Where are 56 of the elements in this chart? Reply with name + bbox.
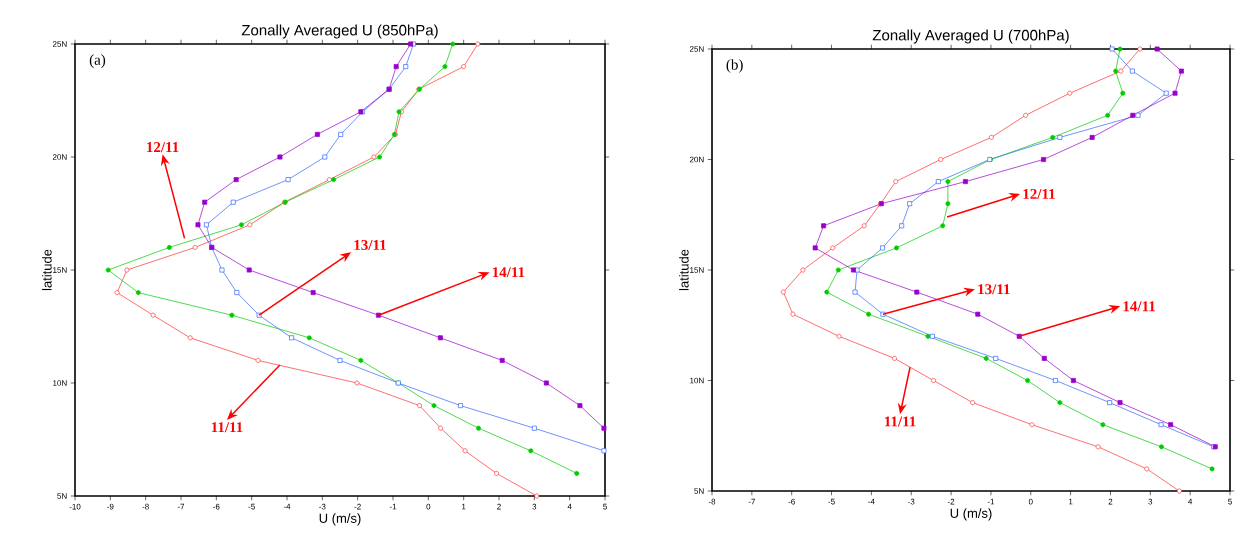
x-axis-title: U (m/s) — [950, 508, 992, 521]
y-tick-label: 5N — [57, 493, 67, 499]
y-tick-label: 10N — [690, 377, 704, 384]
x-tick-label: -1 — [987, 498, 995, 505]
annotation: 13/11 — [354, 239, 386, 250]
x-tick-label: 4 — [567, 503, 572, 510]
x-tick-label: -1 — [389, 503, 397, 510]
x-tick-label: -7 — [177, 503, 185, 510]
x-tick-label: -5 — [248, 503, 255, 510]
y-tick-label: 5N — [694, 488, 704, 494]
x-tick-label: 2 — [497, 503, 501, 510]
x-tick-label: -8 — [142, 503, 149, 510]
y-tick-label: 25N — [689, 46, 704, 52]
y-tick-label: 15N — [690, 267, 704, 273]
x-tick-label: 3 — [1148, 498, 1153, 505]
annotation: 14/11 — [1123, 301, 1155, 312]
x-tick-label: 1 — [462, 503, 466, 510]
y-tick-label: 10N — [53, 380, 67, 386]
annotation: 11/11 — [211, 422, 243, 433]
x-tick-label: -2 — [947, 498, 955, 505]
y-tick-label: 25N — [52, 41, 67, 47]
x-tick-label: 1 — [1069, 498, 1073, 505]
x-tick-label: -5 — [828, 498, 835, 505]
annotation: 13/11 — [978, 284, 1010, 295]
x-tick-label: 5 — [1228, 498, 1232, 505]
x-tick-label: -6 — [213, 503, 220, 510]
x-tick-label: -9 — [107, 503, 114, 510]
annotation: (b) — [726, 59, 743, 73]
x-tick-label: -3 — [908, 498, 915, 505]
annotation: 11/11 — [884, 416, 916, 427]
y-tick-label: 20N — [52, 154, 67, 160]
x-tick-label: -2 — [354, 503, 361, 510]
x-tick-label: 0 — [1028, 498, 1033, 505]
x-tick-label: -8 — [708, 498, 716, 505]
y-axis-title: latitude — [42, 249, 52, 291]
y-tick-label: 15N — [53, 267, 67, 273]
x-tick-label: 4 — [1188, 498, 1193, 505]
x-tick-label: 5 — [603, 503, 607, 510]
annotation: 12/11 — [1023, 188, 1055, 199]
x-tick-label: 0 — [426, 503, 431, 510]
x-tick-label: 3 — [532, 503, 537, 510]
x-axis-title: U (m/s) — [319, 513, 361, 526]
x-tick-label: 2 — [1108, 498, 1113, 505]
chart-title: Zonally Averaged U (850hPa) — [241, 24, 438, 39]
annotation: (a) — [89, 54, 106, 68]
x-tick-label: -4 — [868, 498, 875, 505]
x-tick-label: -10 — [69, 503, 81, 510]
annotation: 12/11 — [147, 142, 179, 153]
x-tick-label: -6 — [788, 498, 795, 505]
x-tick-label: -3 — [319, 503, 326, 510]
x-tick-label: -7 — [748, 498, 756, 505]
y-tick-label: 20N — [689, 156, 704, 163]
annotation: 14/11 — [492, 267, 525, 278]
chart-title: Zonally Averaged U (700hPa) — [872, 29, 1069, 44]
x-tick-label: -4 — [283, 503, 291, 510]
y-axis-title: latitude — [679, 249, 689, 291]
